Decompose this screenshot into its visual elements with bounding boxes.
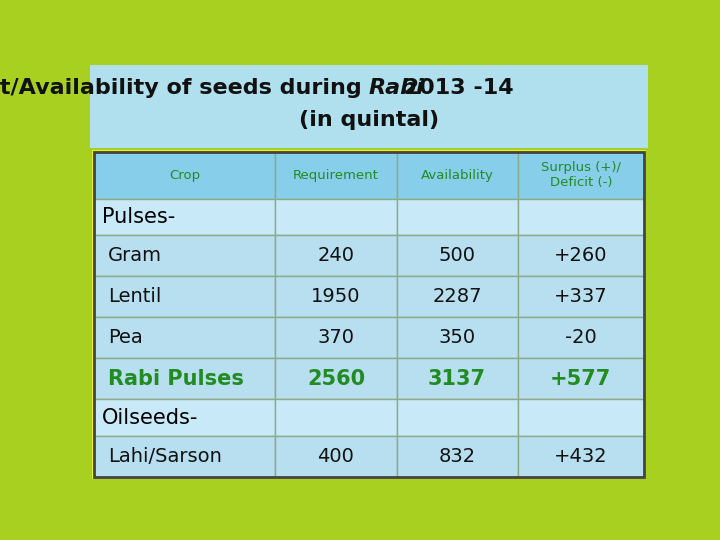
Bar: [397, 199, 518, 235]
Text: +577: +577: [550, 369, 611, 389]
Bar: [397, 152, 518, 199]
Bar: [276, 318, 397, 359]
Bar: [94, 436, 276, 477]
Bar: [276, 152, 397, 199]
Bar: [276, 235, 397, 276]
Bar: [518, 359, 644, 400]
Bar: [397, 318, 518, 359]
Text: 2287: 2287: [432, 287, 482, 306]
Bar: [90, 65, 648, 148]
Bar: [276, 276, 397, 318]
Text: (in quintal): (in quintal): [299, 110, 439, 130]
Bar: [91, 150, 647, 479]
Text: Rabi Pulses: Rabi Pulses: [108, 369, 243, 389]
Bar: [518, 199, 644, 235]
Text: -20: -20: [565, 328, 597, 347]
Text: 370: 370: [318, 328, 354, 347]
Bar: [518, 235, 644, 276]
Text: Crop: Crop: [169, 169, 200, 182]
Text: Rabi: Rabi: [369, 78, 425, 98]
Bar: [94, 235, 276, 276]
Bar: [397, 276, 518, 318]
Text: Oilseeds-: Oilseeds-: [102, 408, 198, 428]
Text: 1950: 1950: [311, 287, 361, 306]
Text: Lahi/Sarson: Lahi/Sarson: [108, 447, 222, 465]
Bar: [94, 199, 276, 235]
Bar: [94, 152, 276, 199]
Text: Requirement/Availability of seeds during: Requirement/Availability of seeds during: [0, 78, 369, 98]
Bar: [397, 400, 518, 436]
Text: Lentil: Lentil: [108, 287, 161, 306]
Bar: [397, 359, 518, 400]
Text: 240: 240: [318, 246, 354, 266]
Bar: [397, 436, 518, 477]
Text: 3137: 3137: [428, 369, 486, 389]
Bar: [94, 359, 276, 400]
Text: 350: 350: [438, 328, 476, 347]
Text: Requirement: Requirement: [293, 169, 379, 182]
Text: 2013 -14: 2013 -14: [396, 78, 514, 98]
Bar: [397, 235, 518, 276]
Text: +260: +260: [554, 246, 608, 266]
Text: 832: 832: [438, 447, 476, 465]
Bar: [276, 436, 397, 477]
Text: +337: +337: [554, 287, 608, 306]
Bar: [276, 400, 397, 436]
Bar: [518, 152, 644, 199]
Text: +432: +432: [554, 447, 608, 465]
Text: Gram: Gram: [108, 246, 162, 266]
Bar: [518, 276, 644, 318]
Text: 500: 500: [438, 246, 475, 266]
Text: Availability: Availability: [420, 169, 493, 182]
Bar: [518, 318, 644, 359]
Text: 2560: 2560: [307, 369, 365, 389]
Text: Pulses-: Pulses-: [102, 207, 175, 227]
Bar: [94, 276, 276, 318]
Bar: [276, 359, 397, 400]
Bar: [518, 400, 644, 436]
Bar: [94, 400, 276, 436]
Text: 400: 400: [318, 447, 354, 465]
Bar: [94, 318, 276, 359]
Bar: [518, 436, 644, 477]
Text: Surplus (+)/
Deficit (-): Surplus (+)/ Deficit (-): [541, 161, 621, 190]
Text: Pea: Pea: [108, 328, 143, 347]
Bar: [276, 199, 397, 235]
Bar: [94, 152, 644, 477]
